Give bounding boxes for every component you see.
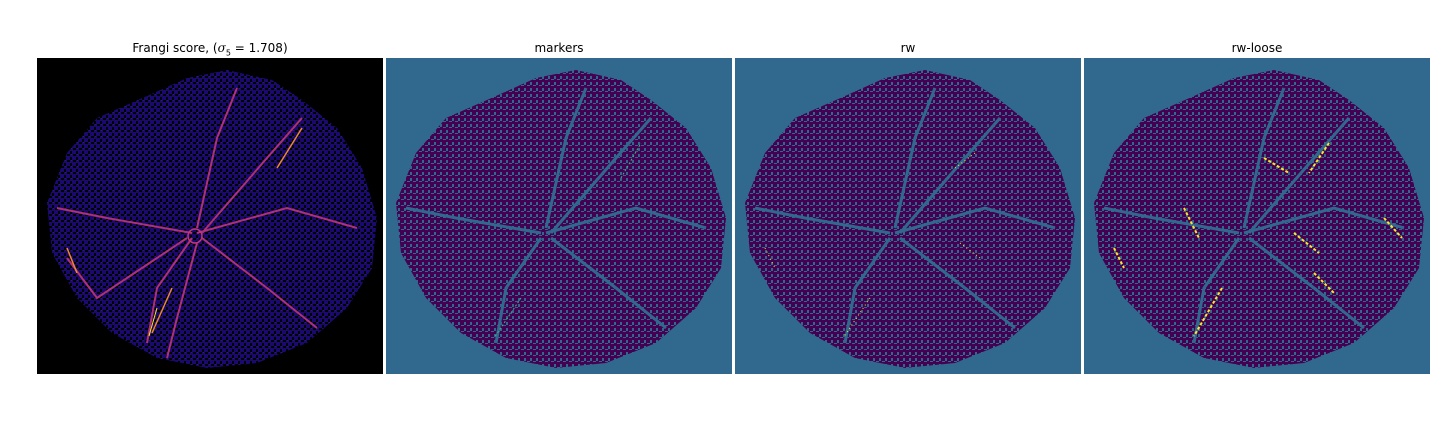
frangi-title-suffix: = 1.708) <box>230 41 288 55</box>
panel-title-rw-loose: rw-loose <box>1231 41 1283 55</box>
frangi-title-sigma: σ <box>217 41 226 55</box>
rw-loose-image-svg <box>1084 58 1430 374</box>
frangi-title-sub: 5 <box>225 48 231 58</box>
panel-rw-loose-image <box>1084 58 1430 374</box>
frangi-title-prefix: Frangi score, ( <box>132 41 218 55</box>
rw-image-svg <box>735 58 1081 374</box>
panel-markers-image <box>386 58 732 374</box>
panel-title-frangi: Frangi score, (σ5 = 1.708) <box>37 40 383 61</box>
frangi-image-svg <box>37 58 383 374</box>
panel-rw-image <box>735 58 1081 374</box>
markers-image-svg <box>386 58 732 374</box>
panel-title-markers: markers <box>534 41 584 55</box>
panel-frangi-image <box>37 58 383 374</box>
panel-title-rw: rw <box>900 41 916 55</box>
